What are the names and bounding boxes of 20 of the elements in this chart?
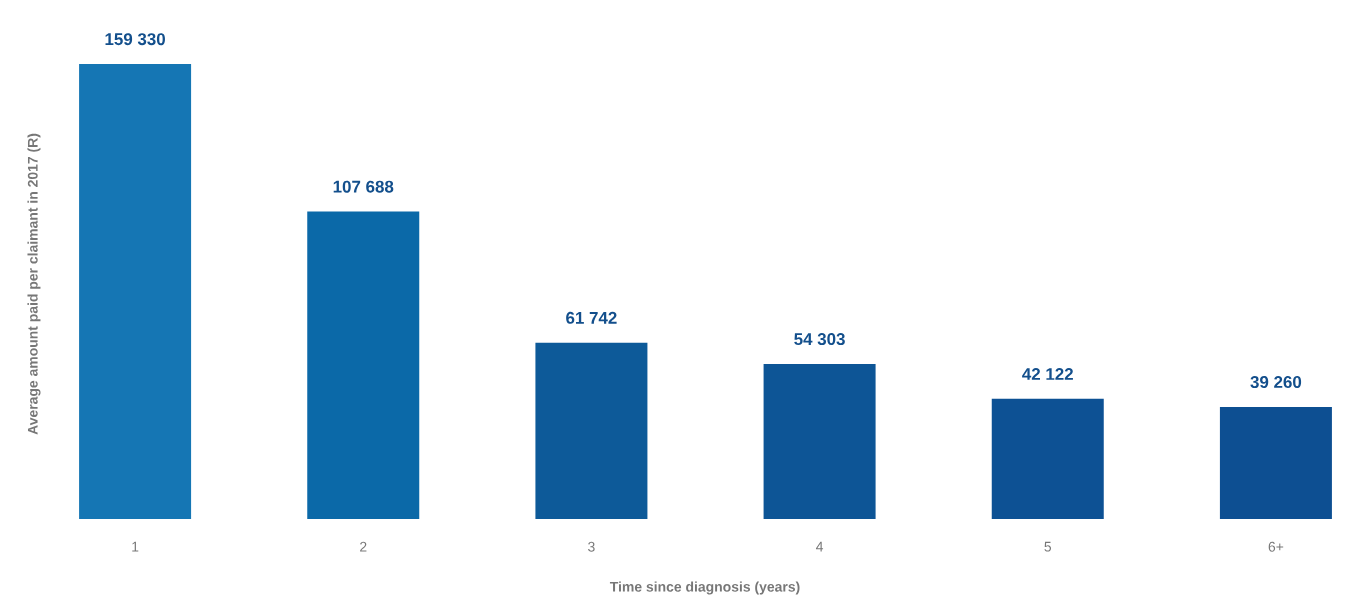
x-tick-label: 6+ [1268, 541, 1284, 552]
y-axis-title: Average amount paid per claimant in 2017 (R) [27, 133, 41, 435]
data-label: 54 303 [794, 333, 845, 346]
x-tick-label: 1 [132, 541, 139, 552]
data-label: 107 688 [333, 180, 394, 193]
x-tick-label: 5 [1044, 541, 1052, 552]
x-tick-label: 3 [588, 541, 595, 552]
x-tick-label: 2 [360, 541, 367, 552]
data-label: 39 260 [1250, 376, 1302, 389]
data-label: 159 330 [105, 33, 165, 46]
data-label: 42 122 [1022, 368, 1073, 380]
bar [307, 211, 420, 519]
bar [991, 398, 1104, 519]
bar [535, 342, 648, 519]
bar [763, 363, 876, 519]
x-axis-title: Time since diagnosis (years) [609, 581, 800, 595]
bar [79, 64, 192, 519]
bar [1219, 406, 1332, 519]
x-tick-label: 4 [816, 541, 824, 552]
data-label: 61 742 [566, 311, 617, 324]
